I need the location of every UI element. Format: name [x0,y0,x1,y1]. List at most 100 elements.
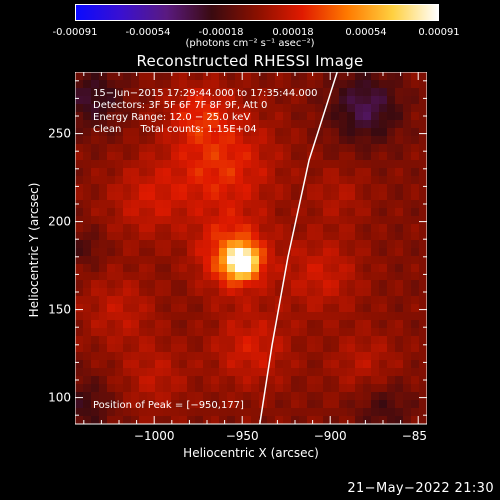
heatmap-cell [91,224,100,233]
colorbar-tick-label: 0.00054 [345,27,387,38]
heatmap-cell [211,168,220,177]
heatmap-cell [379,264,388,273]
heatmap-cell [331,344,340,353]
heatmap-cell [251,280,260,289]
heatmap-cell [107,336,116,345]
heatmap-cell [387,224,396,233]
heatmap-cell [195,88,204,97]
heatmap-cell [411,120,420,129]
heatmap-cell [299,400,308,409]
heatmap-cell [155,72,164,81]
heatmap-cell [395,136,404,145]
heatmap-cell [219,392,228,401]
heatmap-cell [275,288,284,297]
heatmap-cell [179,416,188,424]
heatmap-cell [347,120,356,129]
heatmap-cell [107,328,116,337]
heatmap-cell [339,168,348,177]
heatmap-cell [371,192,380,201]
heatmap-cell [163,360,172,369]
heatmap-cell [259,176,268,185]
heatmap-cell [371,152,380,161]
heatmap-cell [315,168,324,177]
heatmap-cell [187,200,196,209]
heatmap-cell [195,328,204,337]
heatmap-cell [99,376,108,385]
heatmap-cell [83,104,92,113]
heatmap-cell [251,144,260,153]
heatmap-cell [131,344,140,353]
heatmap-cell [163,208,172,217]
heatmap-cell [395,112,404,121]
heatmap-cell [179,216,188,225]
heatmap-cell [331,360,340,369]
heatmap-cell [251,296,260,305]
heatmap-cell [243,384,252,393]
heatmap-cell [419,152,427,161]
heatmap-cell [179,120,188,129]
heatmap-cell [339,256,348,265]
heatmap-cell [147,208,156,217]
heatmap-cell [315,368,324,377]
y-tick-label: 100 [48,391,71,405]
heatmap-cell [379,208,388,217]
heatmap-cell [283,336,292,345]
heatmap-cell [147,416,156,424]
heatmap-cell [123,368,132,377]
heatmap-cell [363,184,372,193]
heatmap-cell [139,328,148,337]
heatmap-cell [411,272,420,281]
heatmap-cell [307,120,316,129]
heatmap-cell [163,224,172,233]
heatmap-cell [219,304,228,313]
heatmap-cell [371,344,380,353]
heatmap-cell [251,272,260,281]
heatmap-cell [355,104,364,113]
heatmap-cell [227,96,236,105]
heatmap-cell [179,304,188,313]
heatmap-cell [331,328,340,337]
heatmap-cell [387,368,396,377]
heatmap-cell [283,312,292,321]
heatmap-cell [235,248,244,257]
heatmap-cell [307,160,316,169]
heatmap-cell [339,232,348,241]
heatmap-cell [307,304,316,313]
heatmap-cell [283,144,292,153]
heatmap-cell [347,200,356,209]
heatmap-cell [99,224,108,233]
heatmap-cell [155,248,164,257]
heatmap-cell [363,288,372,297]
heatmap-cell [371,112,380,121]
heatmap-cell [387,360,396,369]
heatmap-cell [211,320,220,329]
heatmap-cell [411,416,420,424]
heatmap-cell [155,80,164,89]
heatmap-cell [139,80,148,89]
heatmap-cell [163,176,172,185]
heatmap-cell [83,216,92,225]
heatmap-cell [99,304,108,313]
heatmap-cell [115,272,124,281]
heatmap-cell [219,96,228,105]
heatmap-cell [331,320,340,329]
heatmap-cell [371,264,380,273]
heatmap-cell [227,416,236,424]
heatmap-cell [75,232,84,241]
heatmap-cell [195,248,204,257]
heatmap-cell [227,256,236,265]
heatmap-cell [91,312,100,321]
heatmap-cell [107,152,116,161]
heatmap-cell [379,88,388,97]
heatmap-cell [211,184,220,193]
heatmap-cell [363,384,372,393]
heatmap-cell [251,104,260,113]
heatmap-cell [291,256,300,265]
heatmap-cell [235,192,244,201]
heatmap-cell [299,336,308,345]
heatmap-cell [139,88,148,97]
heatmap-cell [323,128,332,137]
heatmap-cell [123,160,132,169]
heatmap-cell [403,160,412,169]
heatmap-cell [411,240,420,249]
